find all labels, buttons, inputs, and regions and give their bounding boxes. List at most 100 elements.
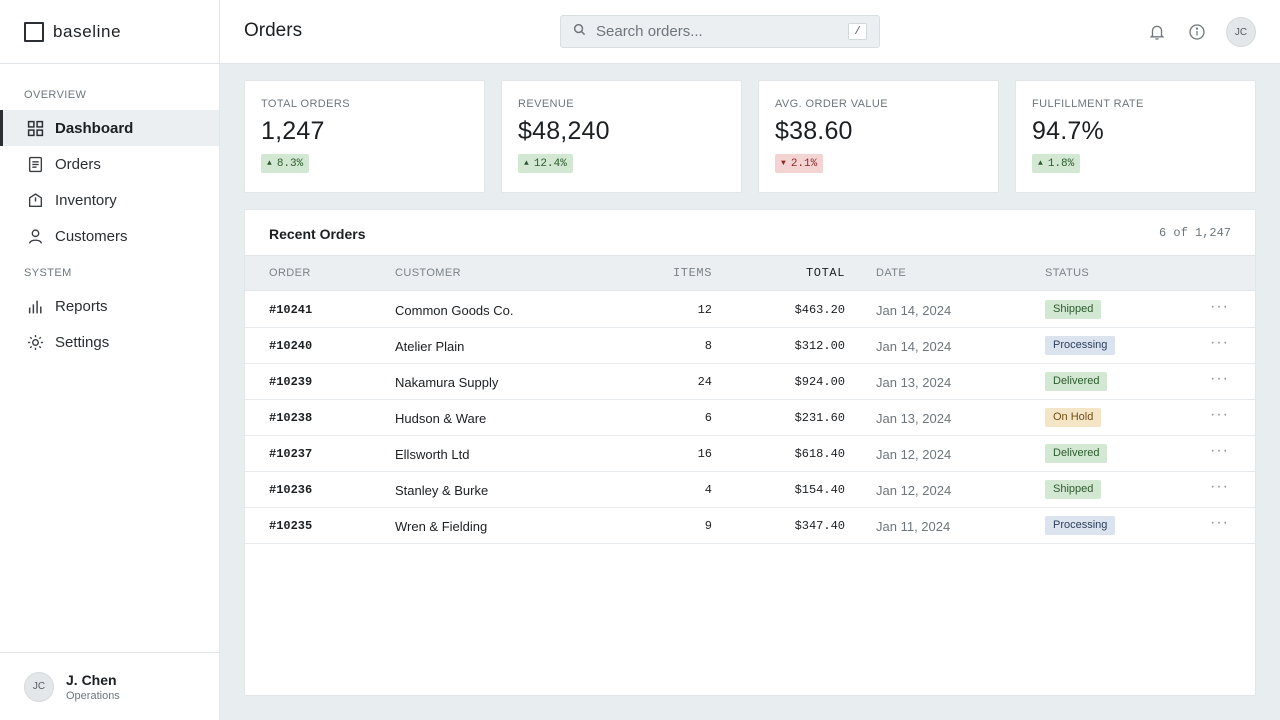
order-date: Jan 11, 2024: [876, 519, 951, 534]
order-id[interactable]: #10241: [269, 303, 313, 317]
recent-orders-panel: Recent Orders 6 of 1,247 ORDER CUSTOMER …: [244, 209, 1256, 696]
column-header-status[interactable]: STATUS: [1045, 267, 1090, 279]
more-actions-icon[interactable]: ···: [1210, 442, 1229, 459]
search-shortcut-hint: /: [848, 23, 867, 40]
column-header-order[interactable]: ORDER: [269, 267, 311, 279]
dashboard-icon: [26, 119, 44, 137]
order-total: $924.00: [794, 375, 845, 389]
order-total: $618.40: [794, 447, 845, 461]
more-actions-icon[interactable]: ···: [1210, 298, 1229, 315]
table-row[interactable]: #10236 Stanley & Burke 4 $154.40 Jan 12, 202…: [245, 472, 1255, 508]
info-icon[interactable]: [1188, 23, 1206, 41]
sidebar: baseline OVERVIEW Dashboard Orders Inven…: [0, 0, 220, 720]
page-title: Orders: [244, 20, 303, 41]
sidebar-item-label: Orders: [55, 155, 101, 173]
order-id[interactable]: #10238: [269, 411, 313, 425]
table-row[interactable]: #10238 Hudson & Ware 6 $231.60 Jan 13, 2024 O…: [245, 400, 1255, 436]
table-row[interactable]: #10237 Ellsworth Ltd 16 $618.40 Jan 12, 2024…: [245, 436, 1255, 472]
more-actions-icon[interactable]: ···: [1210, 514, 1229, 531]
kpi-label: TOTAL ORDERS: [261, 98, 350, 110]
column-header-total[interactable]: TOTAL: [805, 266, 845, 280]
panel-title: Recent Orders: [269, 226, 366, 242]
item-count: 12: [697, 303, 712, 317]
order-id[interactable]: #10235: [269, 519, 313, 533]
order-total: $347.40: [794, 519, 845, 533]
status-badge: Delivered: [1045, 372, 1108, 391]
order-id[interactable]: #10236: [269, 483, 313, 497]
more-actions-icon[interactable]: ···: [1210, 478, 1229, 495]
customer-name: Nakamura Supply: [395, 375, 499, 390]
order-date: Jan 12, 2024: [876, 483, 952, 498]
table-row[interactable]: #10239 Nakamura Supply 24 $924.00 Jan 13, 20…: [245, 364, 1255, 400]
order-id[interactable]: #10239: [269, 375, 313, 389]
column-header-items[interactable]: ITEMS: [672, 266, 712, 280]
sidebar-item-inventory[interactable]: Inventory: [0, 182, 219, 218]
kpi-delta-badge: ▼ 2.1%: [775, 154, 824, 173]
sidebar-item-orders[interactable]: Orders: [0, 146, 219, 182]
kpi-value: $38.60: [775, 117, 853, 145]
kpi-card-revenue: REVENUE $48,240 ▲ 12.4%: [501, 80, 742, 193]
item-count: 6: [704, 411, 712, 425]
column-header-customer[interactable]: CUSTOMER: [395, 267, 461, 279]
status-badge: Shipped: [1045, 300, 1102, 319]
nav-section-system: SYSTEM: [24, 267, 72, 279]
status-badge: Delivered: [1045, 444, 1108, 463]
bell-icon[interactable]: [1148, 23, 1166, 41]
status-badge: On Hold: [1045, 408, 1102, 427]
kpi-delta-badge: ▲ 1.8%: [1032, 154, 1081, 173]
order-date: Jan 13, 2024: [876, 411, 952, 426]
sidebar-item-reports[interactable]: Reports: [0, 288, 219, 324]
kpi-card-avg-order-value: AVG. ORDER VALUE $38.60 ▼ 2.1%: [758, 80, 999, 193]
item-count: 9: [704, 519, 712, 533]
order-date: Jan 13, 2024: [876, 375, 952, 390]
sidebar-item-dashboard[interactable]: Dashboard: [0, 110, 219, 146]
sidebar-item-customers[interactable]: Customers: [0, 218, 219, 254]
customers-icon: [26, 227, 44, 245]
status-badge: Processing: [1045, 336, 1116, 355]
kpi-label: FULFILLMENT RATE: [1032, 98, 1144, 110]
sidebar-item-label: Reports: [55, 297, 108, 315]
search-input[interactable]: [596, 23, 836, 40]
order-id[interactable]: #10237: [269, 447, 313, 461]
more-actions-icon[interactable]: ···: [1210, 370, 1229, 387]
kpi-card-fulfillment-rate: FULFILLMENT RATE 94.7% ▲ 1.8%: [1015, 80, 1256, 193]
sidebar-item-settings[interactable]: Settings: [0, 324, 219, 360]
customer-name: Atelier Plain: [395, 339, 465, 354]
customer-name: Ellsworth Ltd: [395, 447, 470, 462]
more-actions-icon[interactable]: ···: [1210, 334, 1229, 351]
column-header-date[interactable]: DATE: [876, 267, 907, 279]
kpi-card-total-orders: TOTAL ORDERS 1,247 ▲ 8.3%: [244, 80, 485, 193]
trend-up-icon: ▲: [1038, 159, 1043, 168]
brand[interactable]: baseline: [0, 0, 219, 64]
table-row[interactable]: #10235 Wren & Fielding 9 $347.40 Jan 11, 202…: [245, 508, 1255, 544]
search-bar[interactable]: /: [560, 15, 880, 48]
user-name: J. Chen: [66, 671, 117, 688]
trend-up-icon: ▲: [524, 159, 529, 168]
order-date: Jan 14, 2024: [876, 339, 952, 354]
order-id[interactable]: #10240: [269, 339, 313, 353]
table-row[interactable]: #10240 Atelier Plain 8 $312.00 Jan 14, 2024 P…: [245, 328, 1255, 364]
customer-name: Hudson & Ware: [395, 411, 487, 426]
status-badge: Shipped: [1045, 480, 1102, 499]
sidebar-item-label: Inventory: [55, 191, 117, 209]
logo-icon: [24, 21, 44, 42]
more-actions-icon[interactable]: ···: [1210, 406, 1229, 423]
item-count: 24: [697, 375, 712, 389]
nav-section-overview: OVERVIEW: [24, 89, 87, 101]
kpi-value: 1,247: [261, 117, 325, 145]
header-avatar[interactable]: JC: [1226, 17, 1256, 47]
order-total: $154.40: [794, 483, 845, 497]
orders-count: 6 of 1,247: [1158, 226, 1231, 240]
sidebar-item-label: Settings: [55, 333, 110, 351]
table-row[interactable]: #10241 Common Goods Co. 12 $463.20 Jan 14, 2…: [245, 292, 1255, 328]
user-role: Operations: [66, 689, 120, 702]
search-icon: [573, 23, 586, 41]
sidebar-item-label: Customers: [55, 227, 128, 245]
kpi-label: REVENUE: [518, 98, 574, 110]
order-total: $463.20: [794, 303, 845, 317]
item-count: 8: [704, 339, 712, 353]
customer-name: Stanley & Burke: [395, 483, 489, 498]
order-total: $231.60: [794, 411, 845, 425]
user-profile[interactable]: JC J. Chen Operations: [0, 652, 219, 720]
inventory-icon: [26, 191, 44, 209]
